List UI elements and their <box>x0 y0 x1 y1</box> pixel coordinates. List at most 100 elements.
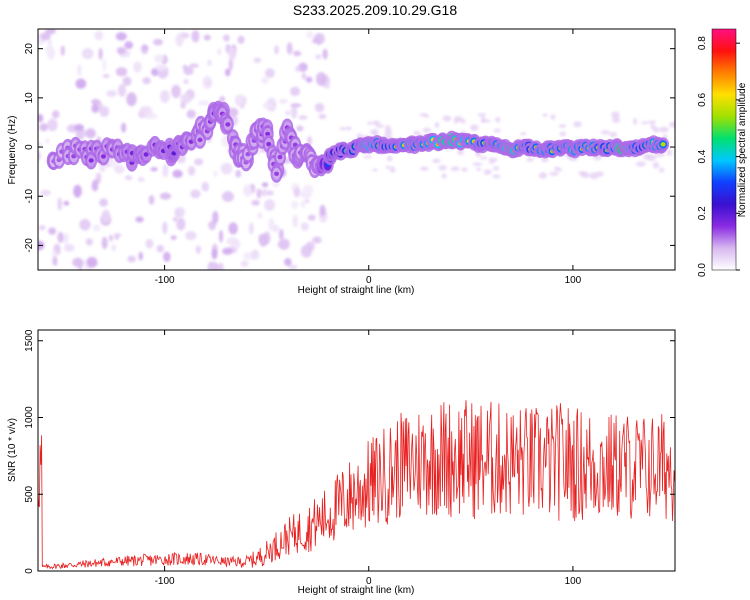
heatmap-noise-cell <box>257 212 263 219</box>
heatmap-noise-cell <box>291 200 299 209</box>
heatmap-noise-cell <box>186 109 196 119</box>
heatmap-noise-cell <box>322 48 328 60</box>
heatmap-noise-cell <box>170 235 177 241</box>
heatmap-noise-cell <box>111 244 117 252</box>
spectrogram-y-tick-label: -10 <box>24 189 35 204</box>
heatmap-noise-cell <box>234 94 246 107</box>
heatmap-noise-cell <box>304 198 310 204</box>
snr-x-tick-label: 0 <box>366 576 372 587</box>
heatmap-noise-cell <box>213 170 218 177</box>
heatmap-noise-cell <box>641 121 649 125</box>
spectrogram-frame <box>37 28 676 271</box>
heatmap-noise-cell <box>318 113 327 120</box>
heatmap-noise-cell <box>480 116 486 124</box>
heatmap-noise-cell <box>253 57 262 63</box>
heatmap-noise-cell <box>315 54 322 60</box>
heatmap-noise-cell <box>305 76 313 83</box>
heatmap-noise-cell <box>38 225 46 231</box>
spectrogram-x-tick-label: 100 <box>565 275 582 286</box>
heatmap-noise-cell <box>650 123 656 130</box>
heatmap-noise-cell <box>274 45 279 55</box>
heatmap-noise-cell <box>386 155 393 162</box>
heatmap-noise-cell <box>154 54 165 63</box>
heatmap-noise-cell <box>222 34 230 42</box>
heatmap-noise-cell <box>147 113 158 120</box>
heatmap-noise-cell <box>422 127 432 133</box>
snr-y-tick-label: 0 <box>24 568 35 574</box>
heatmap-noise-cell <box>193 158 204 166</box>
heatmap-noise-cell <box>579 173 586 177</box>
heatmap-noise-cell <box>60 45 65 56</box>
snr-y-axis-label: SNR (10 * v/v) <box>7 418 18 482</box>
heatmap-cell <box>88 158 94 163</box>
heatmap-noise-cell <box>75 78 87 89</box>
heatmap-noise-cell <box>198 100 210 106</box>
heatmap-noise-cell <box>77 64 82 76</box>
heatmap-noise-cell <box>185 230 197 241</box>
spectrogram-y-tick-label: 20 <box>24 43 35 55</box>
heatmap-noise-cell <box>477 113 487 117</box>
heatmap-noise-cell <box>346 126 352 131</box>
heatmap-noise-cell <box>183 66 194 76</box>
colorbar-label: Normalized spectral amplitude <box>737 82 748 217</box>
heatmap-noise-cell <box>293 50 302 57</box>
heatmap-noise-cell <box>300 222 309 231</box>
heatmap-noise-cell <box>419 166 429 171</box>
heatmap-noise-cell <box>385 165 391 170</box>
heatmap-noise-cell <box>441 173 447 179</box>
heatmap-noise-cell <box>306 30 314 39</box>
heatmap-noise-cell <box>363 155 372 159</box>
heatmap-noise-cell <box>183 78 189 85</box>
heatmap-noise-cell <box>231 239 241 250</box>
heatmap-noise-cell <box>319 204 326 217</box>
heatmap-noise-cell <box>106 90 117 97</box>
heatmap-noise-cell <box>116 47 127 55</box>
heatmap-noise-cell <box>266 190 274 196</box>
heatmap-noise-cell <box>145 238 154 249</box>
heatmap-cell <box>197 137 203 143</box>
spectrogram-heatmap <box>38 29 675 270</box>
heatmap-noise-cell <box>290 105 298 119</box>
snr-plot-background <box>38 330 675 571</box>
heatmap-noise-cell <box>38 150 41 161</box>
heatmap-noise-cell <box>307 214 316 221</box>
snr-series-line <box>38 400 675 570</box>
snr-frame <box>37 329 676 572</box>
heatmap-noise-cell <box>243 184 253 197</box>
heatmap-noise-cell <box>101 209 111 223</box>
heatmap-noise-cell <box>324 83 330 89</box>
heatmap-noise-speckle <box>38 29 675 270</box>
heatmap-noise-cell <box>573 121 582 128</box>
heatmap-noise-cell <box>63 243 75 252</box>
heatmap-noise-cell <box>278 238 290 250</box>
heatmap-noise-cell <box>217 48 222 56</box>
heatmap-noise-cell <box>556 168 563 172</box>
heatmap-noise-cell <box>542 113 548 117</box>
heatmap-noise-cell <box>242 252 254 261</box>
snr-y-tick-label: 1000 <box>24 406 35 429</box>
colorbar-gradient <box>711 28 737 271</box>
heatmap-noise-cell <box>39 123 49 132</box>
heatmap-noise-cell <box>240 103 245 110</box>
spectrogram-y-tick-label: 0 <box>24 144 35 150</box>
heatmap-noise-cell <box>38 142 43 147</box>
spectrogram-y-axis-label: Frequency (Hz) <box>7 116 18 185</box>
heatmap-noise-cell <box>488 157 495 164</box>
heatmap-noise-cell <box>457 149 465 156</box>
heatmap-noise-cell <box>413 130 421 136</box>
heatmap-noise-cell <box>221 191 234 202</box>
heatmap-noise-cell <box>91 98 101 106</box>
heatmap-noise-cell <box>155 64 167 71</box>
heatmap-noise-cell <box>314 102 325 113</box>
heatmap-noise-cell <box>646 154 657 161</box>
heatmap-noise-cell <box>102 58 107 72</box>
spectrogram-y-tick-label: -20 <box>24 238 35 253</box>
heatmap-noise-cell <box>434 122 440 128</box>
heatmap-noise-cell <box>72 257 84 268</box>
heatmap-noise-cell <box>495 116 501 123</box>
heatmap-noise-cell <box>133 61 142 73</box>
heatmap-noise-cell <box>654 152 665 158</box>
heatmap-noise-cell <box>150 167 158 172</box>
heatmap-noise-cell <box>207 261 219 270</box>
